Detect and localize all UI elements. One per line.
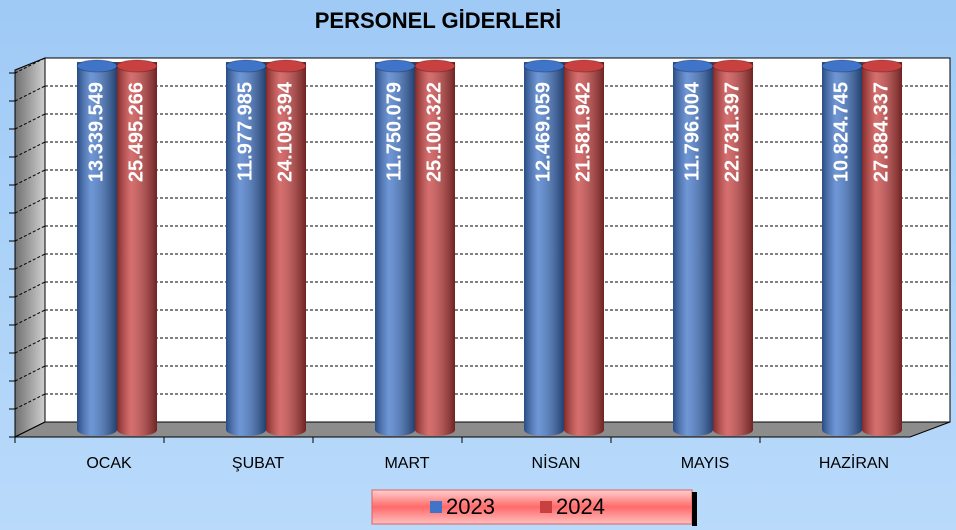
bar xyxy=(375,62,415,436)
grid-line xyxy=(14,393,46,410)
value-label: 25.495.266 xyxy=(125,82,147,182)
value-label: 22.731.397 xyxy=(721,82,743,182)
bar-cap xyxy=(861,59,903,73)
bar-shade xyxy=(77,62,117,436)
bar xyxy=(673,62,713,436)
bar xyxy=(77,62,117,436)
x-tick-label: MART xyxy=(384,455,429,472)
grid-line xyxy=(14,309,46,326)
value-label: 10.824.745 xyxy=(830,82,852,182)
bar xyxy=(862,62,902,436)
bar-cap xyxy=(265,59,307,73)
legend-swatch xyxy=(430,501,442,513)
value-label: 11.977.985 xyxy=(234,82,256,181)
bar-shade xyxy=(117,62,157,436)
value-label: 11.796.004 xyxy=(681,81,703,181)
bar xyxy=(564,62,604,436)
side-wall xyxy=(14,57,46,438)
bar-cap xyxy=(523,59,565,73)
bar xyxy=(226,62,266,436)
bar-cap xyxy=(225,59,267,73)
grid-line xyxy=(14,337,46,354)
grid-line xyxy=(14,113,46,130)
grid-line xyxy=(14,365,46,382)
grid-line xyxy=(14,225,46,242)
legend-box xyxy=(371,489,693,525)
bar xyxy=(415,62,455,436)
value-label: 21.581.942 xyxy=(572,82,594,182)
bar-cap xyxy=(712,59,754,73)
x-tick-label: MAYIS xyxy=(681,455,730,472)
bar-cap xyxy=(672,59,714,73)
bar-shade xyxy=(524,62,564,436)
bar-shade xyxy=(266,62,306,436)
bar-cap xyxy=(414,59,456,73)
bar-cap xyxy=(76,59,118,73)
bar xyxy=(266,62,306,436)
bar xyxy=(713,62,753,436)
grid-line xyxy=(14,197,46,214)
value-label: 13.339.549 xyxy=(85,82,107,182)
grid-line xyxy=(14,281,46,298)
bar-cap xyxy=(374,59,416,73)
bar-cap xyxy=(116,59,158,73)
chart-title: PERSONEL GİDERLERİ xyxy=(315,8,562,33)
bar-shade xyxy=(673,62,713,436)
bar-shade xyxy=(862,62,902,436)
bar xyxy=(822,62,862,436)
grid-line xyxy=(14,253,46,270)
bar-cap xyxy=(563,59,605,73)
bar-shade xyxy=(564,62,604,436)
value-label: 12.469.059 xyxy=(532,82,554,182)
legend-shadow xyxy=(692,492,697,526)
bar-shade xyxy=(226,62,266,436)
bar xyxy=(524,62,564,436)
value-label: 24.109.394 xyxy=(274,81,296,182)
grid-line xyxy=(14,141,46,158)
bar-shade xyxy=(713,62,753,436)
grid-line xyxy=(14,169,46,186)
bar-shade xyxy=(822,62,862,436)
grid-line xyxy=(14,85,46,102)
bar xyxy=(117,62,157,436)
bar-shade xyxy=(375,62,415,436)
bar-shade xyxy=(415,62,455,436)
bar-cap xyxy=(821,59,863,73)
legend-swatch xyxy=(540,501,552,513)
x-tick-label: NİSAN xyxy=(532,453,581,472)
legend-label: 2024 xyxy=(556,494,605,519)
x-tick-label: OCAK xyxy=(86,455,132,472)
value-label: 25.100.322 xyxy=(423,82,445,182)
value-label: 27.884.337 xyxy=(870,82,892,182)
x-tick-label: HAZİRAN xyxy=(819,453,889,472)
x-tick-label: ŞUBAT xyxy=(232,455,284,472)
value-label: 11.750.079 xyxy=(383,82,405,181)
legend-label: 2023 xyxy=(446,494,495,519)
back-wall xyxy=(44,57,951,423)
grid-line xyxy=(14,57,46,74)
